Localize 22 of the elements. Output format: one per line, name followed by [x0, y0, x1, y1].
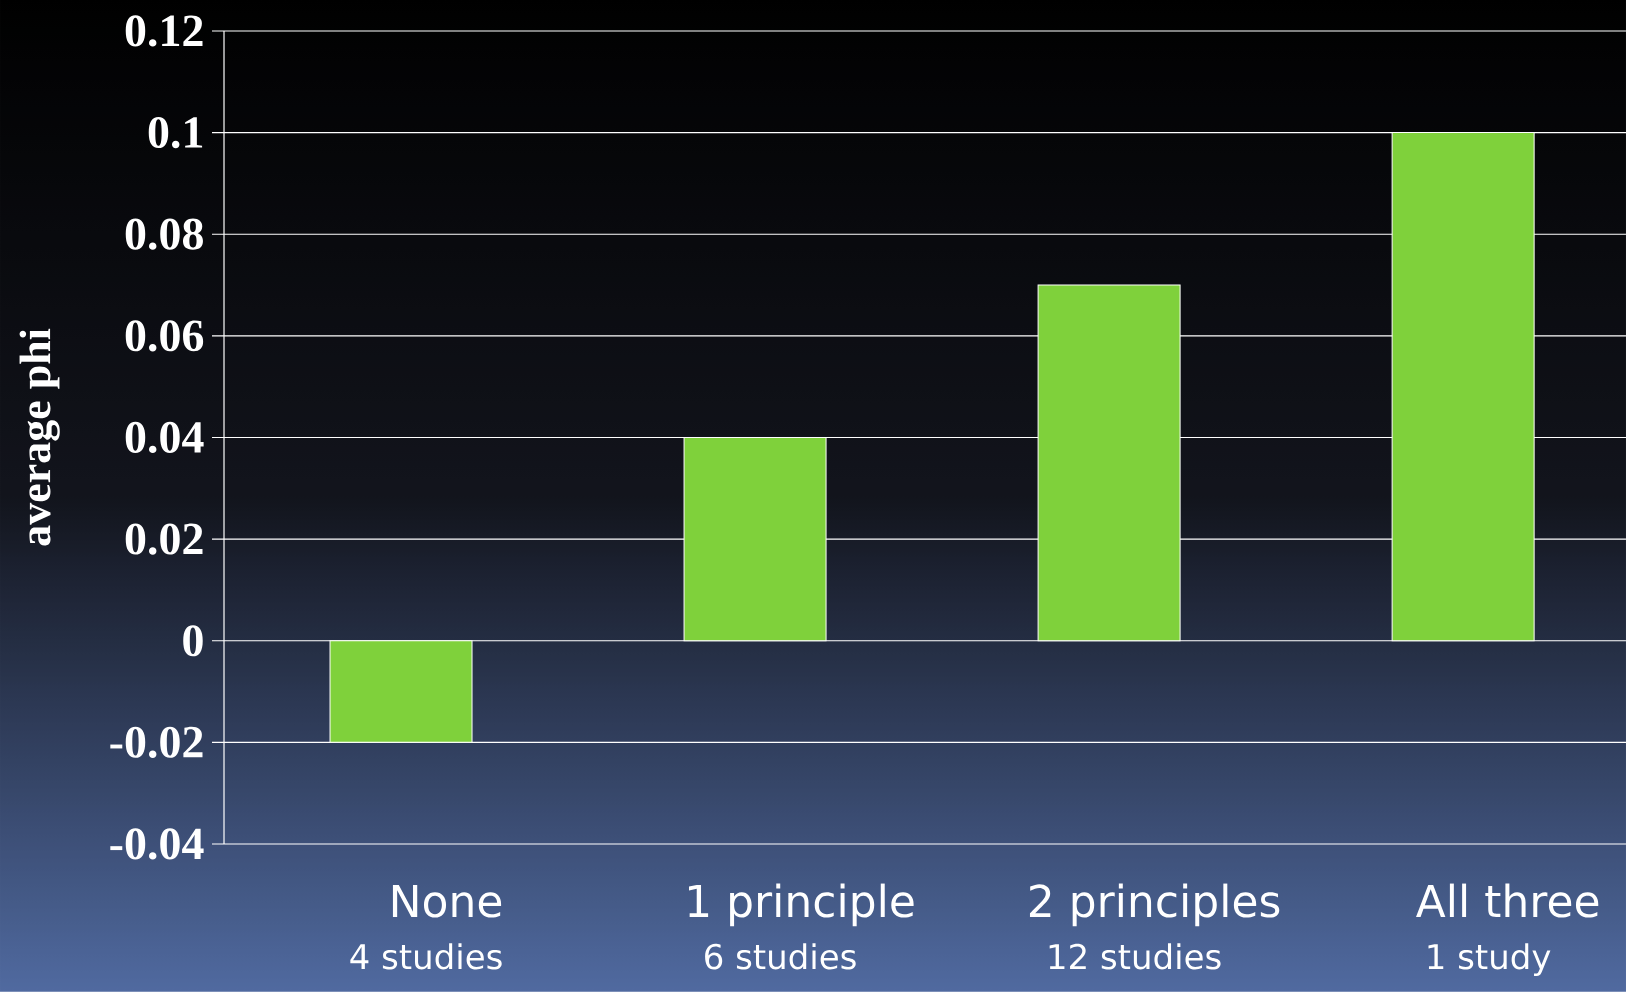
- y-tick-label: -0.04: [110, 828, 204, 860]
- bar: [1391, 132, 1535, 642]
- text: 6 studies: [705, 943, 856, 970]
- x-tick-label: All three: [1416, 883, 1599, 918]
- y-tick-label: 0.1: [148, 116, 203, 149]
- y-tick-label: 0.12: [125, 15, 203, 47]
- y-tick-label: 0: [183, 625, 203, 657]
- y-tick-label: 0.04: [125, 421, 204, 454]
- text: 12 studies: [1049, 943, 1221, 970]
- x-tick-label: 1 principle: [689, 883, 914, 927]
- y-tick-label: 0.02: [125, 523, 203, 555]
- y-tick-label: -0.02: [110, 726, 203, 758]
- text: 1 study: [1428, 943, 1551, 977]
- bar: [329, 640, 473, 743]
- bar: [683, 436, 827, 642]
- bar: [1037, 284, 1181, 642]
- y-tick-label: 0.06: [125, 320, 204, 352]
- y-tick-label: 0.08: [125, 218, 203, 250]
- text: 4 studies: [350, 943, 502, 970]
- y-axis-title: average phi: [19, 328, 60, 546]
- x-tick-label: 2 principles: [1029, 883, 1280, 927]
- x-tick-label: None: [392, 884, 502, 918]
